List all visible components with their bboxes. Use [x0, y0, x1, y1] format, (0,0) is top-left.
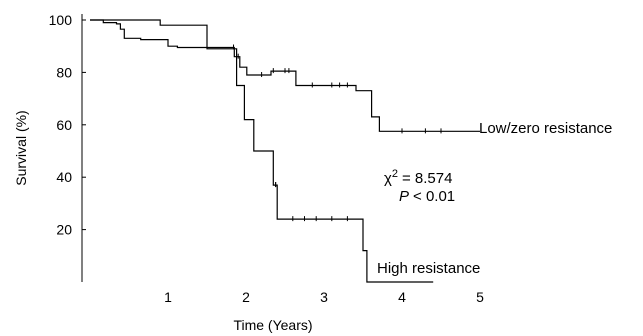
series-layer	[90, 19, 480, 283]
y-axis-title: Survival (%)	[13, 110, 29, 185]
svg-text:Low/zero resistance: Low/zero resistance	[479, 120, 612, 137]
series-line-low-zero-resistance	[90, 19, 480, 132]
chi-square-annotation: χ2 = 8.574 P < 0.01	[384, 168, 455, 205]
svg-text:High resistance: High resistance	[377, 260, 480, 277]
series-label-high: High resistance	[377, 260, 480, 277]
y-tick-label: 20	[56, 222, 72, 238]
series-label-low: Low/zero resistance	[479, 120, 612, 137]
p-value: < 0.01	[413, 188, 455, 205]
x-tick-label: 5	[476, 289, 484, 305]
x-tick-label: 3	[320, 289, 328, 305]
x-tick-label: 4	[398, 289, 406, 305]
chi-symbol: χ	[384, 170, 392, 187]
y-tick-label: 40	[56, 169, 72, 185]
x-axis-title: Time (Years)	[233, 317, 312, 333]
p-symbol: P	[399, 188, 409, 205]
y-tick-label: 80	[56, 64, 72, 80]
chi-value: = 8.574	[402, 170, 452, 187]
y-tick-label: 100	[49, 12, 73, 28]
chi-exponent: 2	[392, 168, 398, 180]
y-tick-label: 60	[56, 117, 72, 133]
series-line-high-resistance	[90, 19, 434, 283]
svg-text:P< 0.01: P < 0.01	[399, 188, 455, 205]
x-tick-label: 2	[242, 289, 250, 305]
svg-text:χ2= 8.574: χ2 = 8.574	[384, 168, 452, 187]
tick-group: 20 40 60 80 100 1 2 3 4 5	[49, 12, 484, 305]
x-tick-label: 1	[164, 289, 172, 305]
